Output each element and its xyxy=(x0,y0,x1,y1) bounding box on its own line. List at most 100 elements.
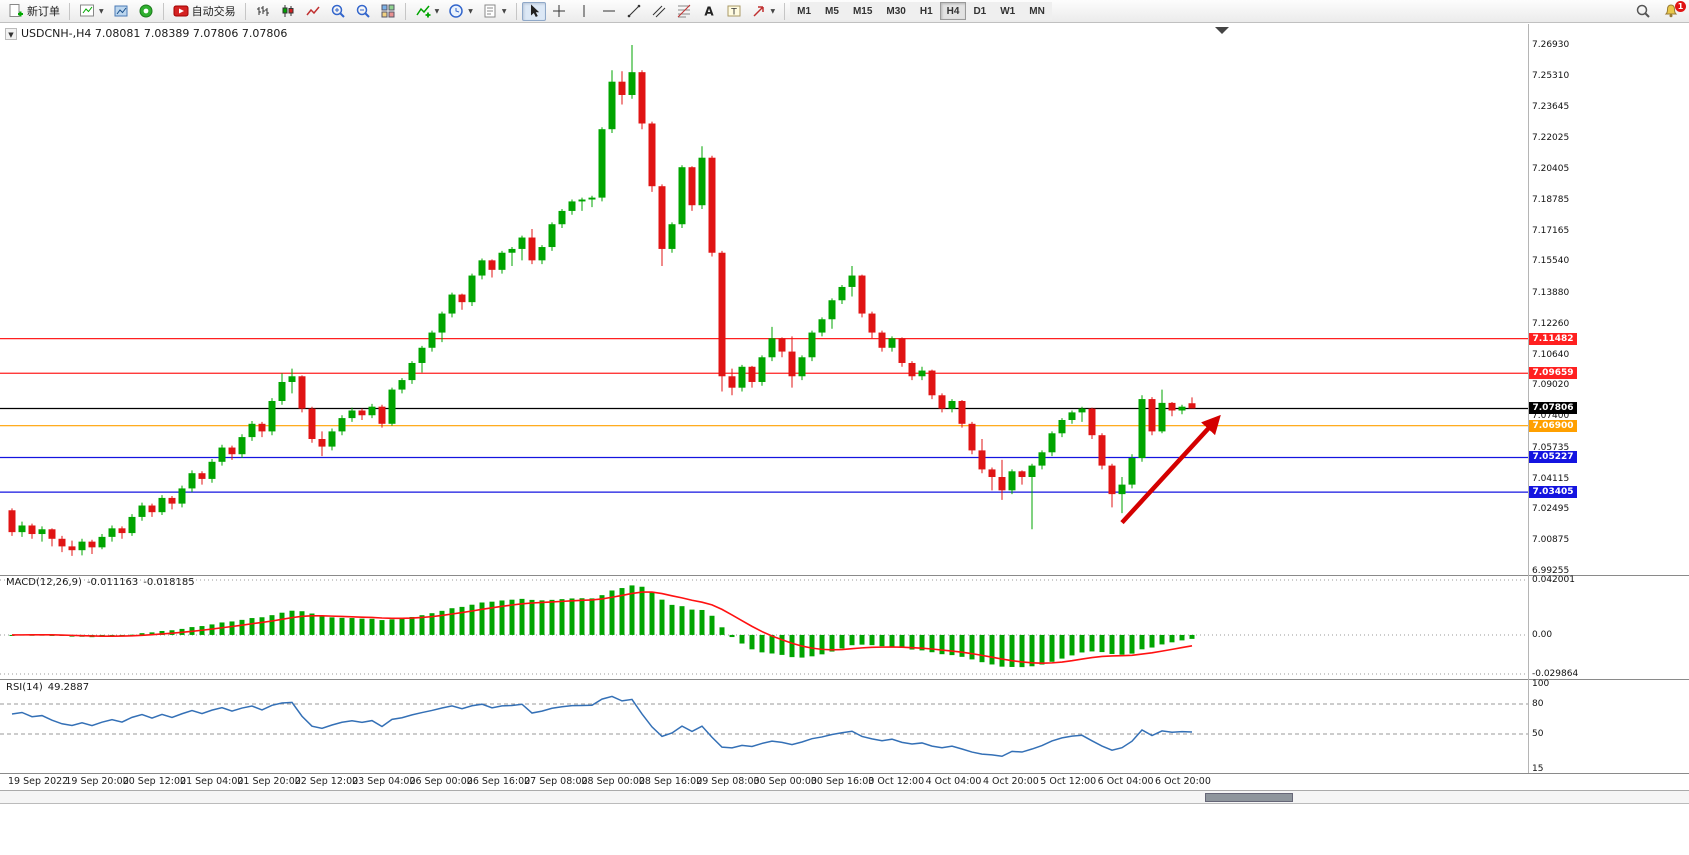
candle xyxy=(1088,407,1096,440)
line-chart-button[interactable] xyxy=(301,2,325,21)
candle xyxy=(1008,469,1016,495)
vertical-line-button[interactable] xyxy=(572,2,596,21)
search-button[interactable] xyxy=(1631,2,1655,21)
price-chart[interactable] xyxy=(0,24,1689,855)
notifications-button[interactable]: 1 xyxy=(1659,0,1686,21)
timeframe-m1-button[interactable]: M1 xyxy=(790,2,819,20)
channel-icon xyxy=(652,5,665,18)
zoom-out-button[interactable] xyxy=(351,2,375,21)
timeframe-mn-button[interactable]: MN xyxy=(1022,2,1052,20)
candle xyxy=(418,345,426,373)
scrollbar-thumb[interactable] xyxy=(1205,793,1293,802)
arrows-button[interactable]: ▼ xyxy=(747,2,780,21)
price-tick: 7.25310 xyxy=(1532,70,1570,81)
candle xyxy=(948,399,956,413)
caret-icon: ▼ xyxy=(434,7,440,15)
rsi-indicator-label: RSI(14) 49.2887 xyxy=(6,682,94,693)
time-tick: 6 Oct 20:00 xyxy=(1155,776,1211,787)
candle xyxy=(468,273,476,306)
candle xyxy=(238,434,246,459)
timeframe-h1-button[interactable]: H1 xyxy=(912,2,940,20)
timeframe-d1-button[interactable]: D1 xyxy=(966,2,994,20)
notification-badge: 1 xyxy=(1675,0,1686,12)
cursor-button[interactable] xyxy=(521,1,546,21)
time-tick: 21 Sep 04:00 xyxy=(180,776,244,787)
candle xyxy=(228,445,236,460)
new-order-button[interactable]: 新订单 xyxy=(4,2,64,21)
timeframe-m30-button[interactable]: M30 xyxy=(879,2,913,20)
crosshair-icon xyxy=(552,5,565,17)
candle xyxy=(298,375,306,413)
toolbar-separator xyxy=(784,2,786,20)
candle xyxy=(478,258,486,280)
caret-icon: ▼ xyxy=(99,7,104,15)
profiles-button[interactable] xyxy=(109,2,133,21)
trend-arrow-annotation[interactable] xyxy=(1120,414,1221,525)
crosshair-button[interactable] xyxy=(547,2,571,21)
fibonacci-button[interactable] xyxy=(672,2,696,21)
main-toolbar: 新订单 ▼ 自动交易 ▼ ▼ ▼ xyxy=(0,0,1689,23)
indicators-button[interactable]: ▼ xyxy=(411,2,444,21)
auto-trading-button[interactable]: 自动交易 xyxy=(169,2,240,21)
candle xyxy=(938,393,946,413)
candle xyxy=(278,373,286,405)
macd-histogram xyxy=(9,585,1195,668)
candle xyxy=(708,155,716,257)
time-tick: 5 Oct 12:00 xyxy=(1040,776,1097,787)
chart-shift-marker[interactable] xyxy=(1215,27,1229,34)
timeframe-m15-button[interactable]: M15 xyxy=(845,2,880,20)
candlestick-button[interactable] xyxy=(276,2,300,21)
macd-tick: 0.00 xyxy=(1532,629,1553,640)
candle xyxy=(348,407,356,422)
candle xyxy=(308,406,316,443)
text-button[interactable]: A xyxy=(697,2,721,21)
timeframe-w1-button[interactable]: W1 xyxy=(993,2,1023,20)
caret-icon: ▼ xyxy=(468,7,473,15)
tile-windows-icon xyxy=(381,4,395,18)
horizontal-scrollbar[interactable] xyxy=(0,790,1689,804)
candle xyxy=(138,502,146,521)
channel-button[interactable] xyxy=(647,2,671,21)
tile-windows-button[interactable] xyxy=(376,2,400,21)
candle xyxy=(838,285,846,305)
templates-button[interactable]: ▼ xyxy=(478,2,511,21)
price-tick: 7.05735 xyxy=(1532,442,1570,453)
candle xyxy=(548,222,556,251)
navigator-button[interactable] xyxy=(134,2,158,21)
bar-chart-button[interactable] xyxy=(251,2,275,21)
price-tick: 7.23645 xyxy=(1532,102,1570,113)
candle xyxy=(78,538,86,556)
new-chart-button[interactable]: ▼ xyxy=(75,2,108,21)
arrow-shape-icon xyxy=(752,6,764,17)
text-label-button[interactable]: T xyxy=(722,2,746,21)
price-tick: 6.99255 xyxy=(1532,566,1570,576)
collapse-button[interactable]: ▼ xyxy=(5,27,17,40)
zoom-in-button[interactable] xyxy=(326,2,350,21)
timeframe-m5-button[interactable]: M5 xyxy=(818,2,846,20)
hline-label-current-price: 7.07806 xyxy=(1529,402,1577,415)
candle xyxy=(568,199,576,215)
candle xyxy=(38,526,46,542)
candle xyxy=(188,470,196,493)
price-tick: 7.09020 xyxy=(1532,380,1570,391)
trendline-button[interactable] xyxy=(622,2,646,21)
candle xyxy=(358,408,366,420)
horizontal-line-button[interactable] xyxy=(597,2,621,21)
timeframe-group: M1 M5 M15 M30 H1 H4 D1 W1 MN xyxy=(790,2,1052,20)
candle xyxy=(1048,431,1056,457)
time-tick: 6 Oct 04:00 xyxy=(1097,776,1154,787)
candle xyxy=(848,266,856,297)
candle xyxy=(428,330,436,352)
rsi-tick: 15 xyxy=(1532,764,1544,774)
candle xyxy=(748,365,756,388)
toolbar-separator xyxy=(515,2,517,20)
rsi-tick: 100 xyxy=(1532,679,1550,689)
candle xyxy=(378,404,386,428)
candle xyxy=(888,336,896,352)
periods-button[interactable]: ▼ xyxy=(444,2,477,21)
candle xyxy=(1038,450,1046,470)
candle xyxy=(208,458,216,483)
price-tick: 7.22025 xyxy=(1532,133,1570,144)
timeframe-h4-button[interactable]: H4 xyxy=(939,2,967,20)
candle xyxy=(768,326,776,362)
